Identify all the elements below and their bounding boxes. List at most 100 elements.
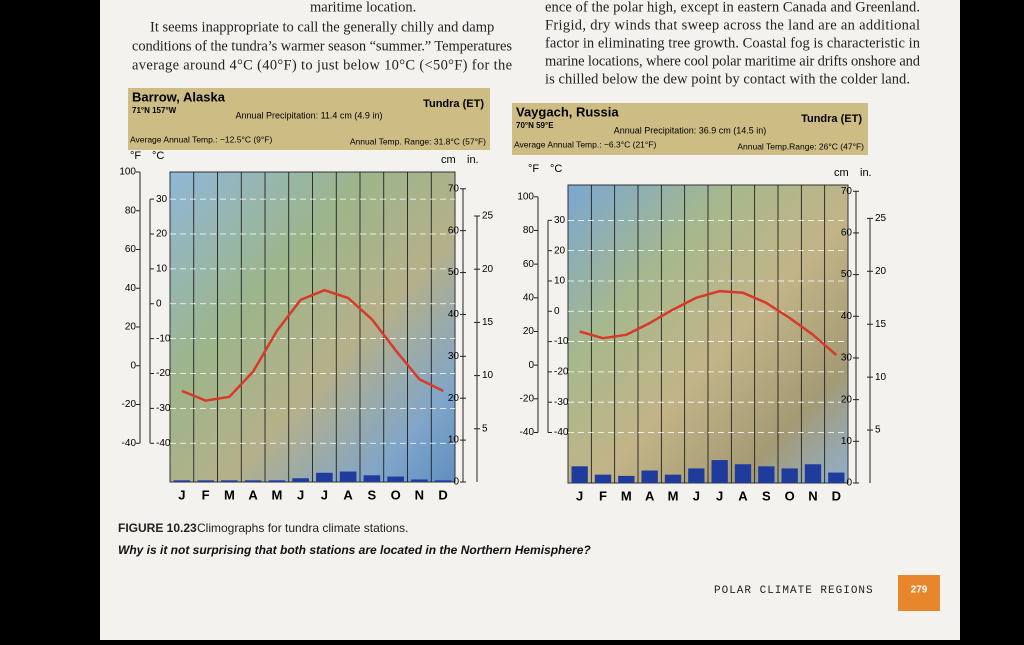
annual-temp-range: Annual Temp. Range: 31.8°C (57°F) [350, 136, 486, 146]
y-tick-label: 20 [523, 326, 535, 337]
x-tick-label: F [202, 487, 210, 502]
c-tick-label: -10 [156, 333, 171, 344]
y2-tick-label: 40 [841, 311, 853, 322]
body-text: maritime location. It seems inappropriat… [132, 0, 921, 87]
x-tick-label: J [178, 487, 185, 502]
text-line: Frigid, dry winds that sweep across the … [545, 17, 920, 33]
y3-tick-label: 10 [482, 370, 494, 381]
y3-tick-label: 25 [875, 213, 887, 224]
question: Why is it not surprising that both stati… [118, 543, 591, 557]
y3-tick-label: 20 [875, 266, 887, 277]
c-tick-label: -30 [156, 403, 171, 414]
text-line: marine locations, where cool polar marit… [545, 53, 921, 69]
y2-tick-label: 60 [841, 228, 853, 239]
precipitation-bar [411, 479, 428, 482]
x-tick-label: A [645, 488, 655, 503]
y-tick-label: 100 [119, 167, 136, 178]
c-tick-label: -30 [554, 397, 569, 408]
coordinates: 70°N 59°E [516, 121, 554, 130]
precipitation-bar [804, 464, 822, 483]
c-tick-label: 10 [156, 264, 168, 275]
c-tick-label: -20 [156, 368, 171, 379]
x-tick-label: D [438, 487, 447, 502]
caption: Climographs for tundra climate stations. [197, 521, 408, 535]
y3-tick-label: 20 [482, 264, 494, 275]
y-tick-label: 60 [125, 244, 137, 255]
y-tick-label: -20 [122, 399, 137, 410]
y-tick-label: 60 [523, 259, 535, 270]
y2-tick-label: 10 [448, 435, 460, 446]
precipitation-bar [828, 472, 845, 483]
precipitation-bar [641, 470, 658, 483]
section-title: POLAR CLIMATE REGIONS [714, 585, 874, 597]
climate-type: Tundra (ET) [423, 98, 484, 110]
y2-axis-unit: cm [834, 167, 849, 179]
climograph: Barrow, Alaska 71°N 157°W Tundra (ET) Annua… [119, 88, 494, 502]
y3-tick-label: 15 [482, 317, 494, 328]
precipitation-bar [363, 475, 381, 482]
y2-tick-label: 10 [841, 436, 853, 447]
text-line: It seems inappropriate to call the gener… [150, 19, 494, 35]
y-tick-label: 0 [528, 360, 534, 371]
y3-tick-label: 5 [482, 423, 488, 434]
y2-tick-label: 20 [448, 393, 460, 404]
y-tick-label: 80 [523, 225, 535, 236]
y2-tick-label: 40 [448, 309, 460, 320]
text-line: average around 4°C (40°F) to just below … [132, 57, 512, 73]
x-tick-label: J [321, 487, 328, 502]
precipitation-bar [244, 480, 262, 482]
precipitation-bar [339, 471, 357, 482]
text-line: conditions of the tundra’s warmer season… [132, 38, 512, 54]
precipitation-bar [594, 474, 612, 483]
temperature-line [181, 288, 444, 402]
c-tick-label: 20 [554, 245, 566, 256]
precipitation-bar [711, 460, 728, 483]
page-number: 279 [911, 585, 928, 596]
station-name: Vaygach, Russia [516, 104, 619, 119]
y3-axis-unit: in. [467, 154, 479, 166]
y3-axis-unit: in. [860, 167, 872, 179]
x-tick-label: O [391, 487, 401, 502]
text-line: ence of the polar high, except in easter… [545, 0, 920, 15]
x-tick-label: D [832, 488, 841, 503]
y2-tick-label: 20 [841, 394, 853, 405]
c-tick-label: -10 [554, 336, 569, 347]
c-tick-label: 30 [156, 194, 168, 205]
y-tick-label: -20 [520, 393, 535, 404]
y-tick-label: 80 [125, 205, 137, 216]
precipitation-bar [734, 464, 752, 483]
y2-tick-label: 70 [841, 186, 853, 197]
x-tick-label: A [343, 487, 353, 502]
precipitation-bar [434, 480, 452, 482]
x-tick-label: M [621, 488, 632, 503]
x-tick-label: J [297, 487, 304, 502]
x-tick-label: F [599, 488, 607, 503]
annual-precipitation: Annual Precipitation: 36.9 cm (14.5 in) [614, 125, 767, 135]
average-annual-temp: Average Annual Temp.: −6.3°C (21°F) [514, 139, 656, 149]
y3-tick-label: 10 [875, 372, 887, 383]
c-tick-label: -40 [156, 438, 171, 449]
average-annual-temp: Average Annual Temp.: −12.5°C (9°F) [130, 134, 272, 144]
x-tick-label: A [248, 487, 258, 502]
y-axis-unit: °F [528, 163, 539, 175]
annual-temp-range: Annual Temp.Range: 26°C (47°F) [737, 141, 864, 151]
annual-precipitation: Annual Precipitation: 11.4 cm (4.9 in) [236, 110, 383, 120]
y3-tick-label: 15 [875, 319, 887, 330]
y2-tick-label: 70 [448, 183, 460, 194]
c-tick-label: -20 [554, 367, 569, 378]
y-tick-label: 100 [517, 191, 534, 202]
precipitation-bar [688, 468, 705, 483]
precipitation-bar [781, 468, 798, 483]
y2-axis-unit: cm [441, 154, 456, 166]
c-tick-label: 30 [554, 215, 566, 226]
y2-tick-label: 30 [448, 351, 460, 362]
x-tick-label: O [785, 488, 795, 503]
climograph: Vaygach, Russia 70°N 59°E Tundra (ET) Annua… [512, 103, 887, 503]
y2-tick-label: 50 [448, 267, 460, 278]
celsius-unit: °C [152, 150, 164, 162]
c-tick-label: 10 [554, 276, 566, 287]
precipitation-bar [268, 480, 286, 482]
x-tick-label: N [415, 487, 424, 502]
station-header [512, 103, 868, 155]
